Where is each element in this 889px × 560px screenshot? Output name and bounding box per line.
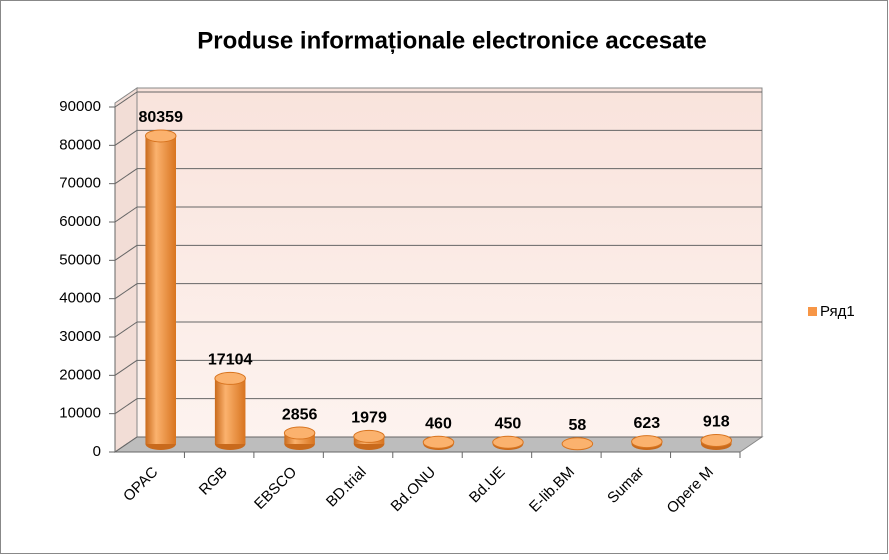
data-label: 58 [568, 417, 586, 434]
data-label: 623 [633, 415, 660, 432]
bar-top [701, 434, 732, 446]
data-label: 2856 [282, 406, 318, 423]
y-tick-label: 20000 [59, 366, 101, 383]
bar [215, 378, 246, 444]
plot-area [115, 88, 762, 452]
data-label: 450 [495, 415, 522, 432]
y-tick-label: 90000 [59, 98, 101, 115]
y-tick-label: 30000 [59, 328, 101, 345]
bar-top [632, 436, 663, 448]
data-label: 460 [425, 415, 452, 432]
data-label: 17104 [208, 352, 253, 369]
data-label: 918 [703, 414, 730, 431]
bar-top [562, 438, 593, 450]
data-label: 80359 [138, 109, 183, 126]
bar-top [493, 436, 524, 448]
y-tick-label: 60000 [59, 213, 101, 230]
legend-label: Ряд1 [820, 303, 855, 320]
y-tick-label: 10000 [59, 405, 101, 422]
bar-top [423, 436, 454, 448]
legend-swatch [808, 307, 817, 316]
chart-title: Produse informaționale electronice acces… [197, 27, 707, 54]
bar-top [145, 130, 176, 142]
y-tick-label: 80000 [59, 136, 101, 153]
y-tick-label: 70000 [59, 175, 101, 192]
bar-top [354, 430, 385, 442]
bar [145, 136, 176, 444]
y-tick-label: 0 [93, 443, 101, 460]
bar-top [215, 372, 246, 384]
y-tick-label: 40000 [59, 290, 101, 307]
y-tick-label: 50000 [59, 251, 101, 268]
data-label: 1979 [351, 410, 387, 427]
bar-top [284, 427, 315, 439]
